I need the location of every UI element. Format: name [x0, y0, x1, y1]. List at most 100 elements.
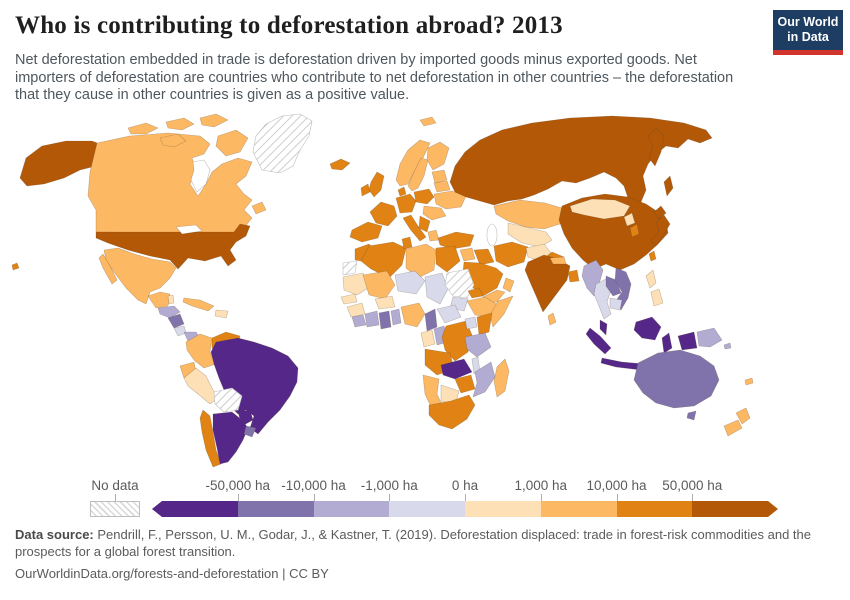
country-japan-hokkaido[interactable]: [653, 205, 667, 220]
country-indonesia-borneo[interactable]: [633, 316, 662, 341]
country-denmark[interactable]: [397, 186, 407, 197]
country-sri-lanka[interactable]: [547, 312, 557, 326]
country-algeria[interactable]: [360, 241, 407, 279]
owid-logo[interactable]: Our World in Data: [773, 10, 843, 55]
country-cuba[interactable]: [182, 297, 215, 312]
country-solomon-islands[interactable]: [723, 342, 732, 350]
country-hawaii[interactable]: [11, 262, 20, 271]
country-south-africa[interactable]: [428, 394, 476, 430]
country-niger[interactable]: [394, 270, 426, 295]
country-svalbard[interactable]: [419, 116, 437, 127]
country-united-kingdom[interactable]: [368, 171, 385, 198]
country-laos[interactable]: [605, 275, 622, 297]
country-hispaniola[interactable]: [214, 309, 229, 319]
country-ghana[interactable]: [378, 310, 392, 330]
legend-bin-4[interactable]: [465, 501, 541, 517]
country-togo-benin[interactable]: [390, 308, 402, 326]
country-argentina[interactable]: [212, 411, 249, 465]
country-canada-baffin[interactable]: [215, 129, 249, 157]
country-central-african-republic[interactable]: [436, 304, 462, 324]
country-greenland[interactable]: [252, 113, 313, 174]
country-alaska[interactable]: [19, 140, 98, 187]
country-canada-arctic-4[interactable]: [159, 133, 187, 148]
country-ukraine[interactable]: [433, 190, 467, 210]
country-tanzania[interactable]: [464, 332, 492, 358]
country-iran[interactable]: [493, 241, 529, 268]
country-ivory-coast[interactable]: [364, 310, 380, 328]
country-germany[interactable]: [395, 193, 417, 214]
country-tasmania[interactable]: [686, 410, 697, 421]
country-burkina-faso[interactable]: [374, 295, 396, 310]
country-mexico-baja[interactable]: [98, 253, 118, 285]
country-taiwan[interactable]: [648, 250, 657, 262]
country-new-zealand-south[interactable]: [723, 419, 743, 437]
country-turkey[interactable]: [437, 231, 475, 250]
country-oman[interactable]: [502, 277, 515, 293]
country-cambodia[interactable]: [609, 297, 623, 311]
country-canada-newfoundland[interactable]: [251, 201, 267, 215]
country-papua-new-guinea[interactable]: [696, 327, 723, 348]
country-australia[interactable]: [633, 349, 720, 409]
owid-link-line[interactable]: OurWorldinData.org/forests-and-deforesta…: [15, 566, 329, 581]
country-norway[interactable]: [395, 139, 431, 187]
legend-color-bar[interactable]: [152, 501, 778, 517]
country-eritrea[interactable]: [467, 287, 484, 299]
country-cameroon[interactable]: [424, 308, 438, 332]
country-zambia[interactable]: [440, 358, 473, 380]
country-bangladesh[interactable]: [567, 269, 580, 283]
country-central-asia[interactable]: [507, 222, 553, 248]
country-mongolia[interactable]: [569, 198, 631, 220]
country-philippines-south[interactable]: [650, 288, 664, 307]
country-kazakhstan[interactable]: [493, 199, 569, 230]
country-sweden[interactable]: [407, 157, 429, 192]
country-honduras[interactable]: [157, 305, 181, 319]
country-liberia[interactable]: [351, 314, 367, 328]
legend-bin-2[interactable]: [313, 501, 390, 517]
country-indonesia-sulawesi[interactable]: [661, 332, 673, 354]
country-western-sahara[interactable]: [342, 260, 358, 276]
country-belize[interactable]: [167, 294, 175, 305]
country-canada-arctic-3[interactable]: [199, 113, 229, 128]
country-indonesia-west-papua[interactable]: [677, 331, 698, 351]
country-italy[interactable]: [402, 214, 427, 242]
country-iraq[interactable]: [473, 248, 495, 266]
country-belarus[interactable]: [433, 180, 451, 193]
country-uruguay[interactable]: [243, 425, 257, 438]
country-ireland[interactable]: [360, 183, 371, 197]
country-gabon[interactable]: [420, 329, 436, 348]
legend-bin-7[interactable]: [692, 501, 778, 517]
country-canada-arctic-1[interactable]: [127, 122, 159, 135]
country-guatemala[interactable]: [147, 291, 171, 309]
country-russia-sakhalin[interactable]: [663, 175, 674, 197]
country-iberia[interactable]: [349, 221, 383, 243]
legend-bin-0[interactable]: [152, 501, 238, 517]
country-philippines-north[interactable]: [645, 269, 657, 289]
country-libya[interactable]: [405, 243, 437, 279]
country-iceland[interactable]: [329, 158, 351, 171]
legend-bin-1[interactable]: [237, 501, 314, 517]
country-new-zealand-north[interactable]: [735, 407, 751, 425]
country-syria[interactable]: [459, 247, 476, 262]
country-baltics[interactable]: [431, 169, 448, 184]
country-senegal[interactable]: [340, 293, 358, 305]
country-peru[interactable]: [183, 367, 219, 405]
country-costa-rica[interactable]: [173, 325, 187, 337]
country-zimbabwe[interactable]: [454, 374, 476, 394]
country-indonesia-sumatra[interactable]: [585, 327, 612, 355]
country-japan-honshu[interactable]: [650, 214, 671, 247]
country-usa[interactable]: [95, 223, 251, 270]
country-france[interactable]: [369, 201, 398, 227]
country-sudan[interactable]: [444, 268, 475, 299]
country-north-korea[interactable]: [623, 212, 636, 227]
country-nepal[interactable]: [549, 256, 567, 265]
country-canada-arctic-2[interactable]: [165, 117, 195, 131]
country-chile[interactable]: [199, 409, 222, 468]
legend-bin-5[interactable]: [540, 501, 617, 517]
country-south-korea[interactable]: [629, 223, 640, 238]
country-mexico[interactable]: [103, 247, 177, 305]
country-egypt[interactable]: [435, 245, 461, 273]
country-mauritania[interactable]: [342, 272, 371, 296]
country-russia-kamchatka[interactable]: [647, 127, 665, 167]
country-nigeria[interactable]: [400, 302, 426, 328]
country-nicaragua[interactable]: [167, 313, 185, 329]
